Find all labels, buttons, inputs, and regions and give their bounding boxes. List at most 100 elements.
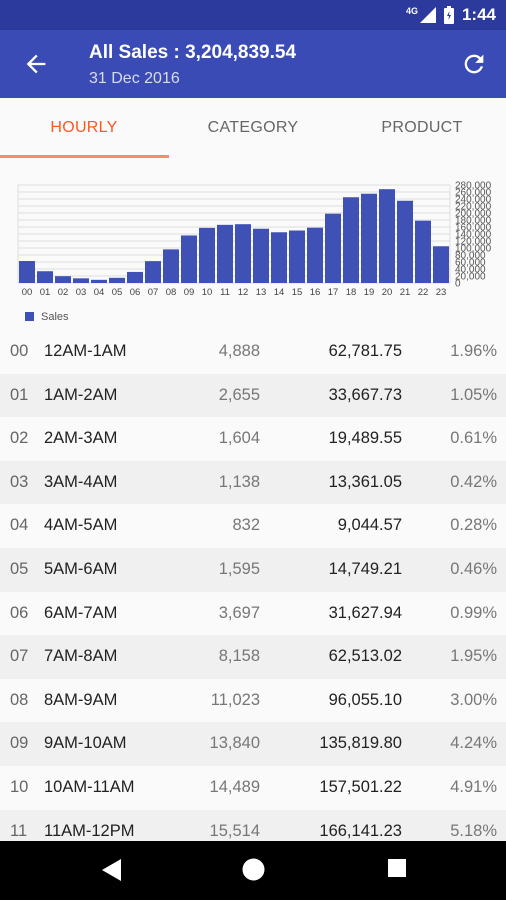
legend-swatch [25,312,34,321]
bar-hour-11[interactable] [217,224,233,283]
x-tick-label: 11 [220,287,230,298]
row-time-range: 4AM-5AM [44,516,118,535]
table-row[interactable]: 06 6AM-7AM 3,697 31,627.94 0.99% [0,591,506,636]
tab-hourly[interactable]: HOURLY [50,119,118,136]
bar-hour-17[interactable] [325,213,341,283]
x-tick-label: 09 [184,287,195,298]
row-index: 08 [10,690,29,709]
bar-hour-19[interactable] [361,193,377,283]
x-tick-label: 16 [310,287,321,298]
x-tick-label: 06 [130,287,141,298]
app-bar: All Sales : 3,204,839.54 31 Dec 2016 [0,30,506,98]
bar-hour-04[interactable] [91,279,107,283]
bar-hour-20[interactable] [379,189,395,283]
page-date: 31 Dec 2016 [89,70,180,87]
bar-hour-00[interactable] [19,261,35,283]
nav-back-icon[interactable] [101,858,123,882]
bar-hour-21[interactable] [397,200,413,283]
bar-hour-08[interactable] [163,249,179,283]
nav-recents-icon[interactable] [387,858,407,878]
bar-hour-12[interactable] [235,224,251,283]
bar-hour-23[interactable] [433,246,449,283]
bar-hour-07[interactable] [145,261,161,283]
table-row[interactable]: 03 3AM-4AM 1,138 13,361.05 0.42% [0,460,506,505]
legend-label: Sales [41,311,69,323]
row-count: 4,888 [218,342,260,360]
x-tick-label: 18 [346,287,357,298]
row-percent: 0.28% [450,516,497,535]
row-count: 8,158 [218,647,260,666]
bar-hour-06[interactable] [127,271,143,283]
table-row[interactable]: 00 12AM-1AM 4,888 62,781.75 1.96% [0,330,506,374]
bar-hour-16[interactable] [307,227,323,283]
table-row[interactable]: 02 2AM-3AM 1,604 19,489.55 0.61% [0,417,506,461]
row-percent: 0.99% [450,603,497,622]
table-row[interactable]: 05 5AM-6AM 1,595 14,749.21 0.46% [0,547,506,592]
table-row[interactable]: 04 4AM-5AM 832 9,044.57 0.28% [0,504,506,548]
bar-hour-05[interactable] [109,277,125,283]
table-row[interactable]: 09 9AM-10AM 13,840 135,819.80 4.24% [0,722,506,766]
row-index: 10 [10,777,29,796]
nav-home-icon[interactable] [242,858,265,881]
tab-product[interactable]: PRODUCT [381,119,463,136]
row-amount: 19,489.55 [328,429,402,448]
row-count: 3,697 [218,603,260,622]
row-time-range: 10AM-11AM [44,777,135,796]
y-tick-label: 120,000 [455,237,492,248]
row-index: 09 [10,734,29,753]
table-row[interactable]: 07 7AM-8AM 8,158 62,513.02 1.95% [0,635,506,679]
row-index: 03 [10,472,29,491]
arrow-back-icon[interactable] [22,50,50,78]
row-count: 1,595 [218,559,260,578]
bar-hour-01[interactable] [37,271,53,283]
y-tick-label: 140,000 [455,230,492,241]
y-tick-label: 240,000 [455,195,492,206]
table-row[interactable]: 11 11AM-12PM 15,514 166,141.23 5.18% [0,809,506,841]
bar-hour-18[interactable] [343,197,359,283]
bar-hour-22[interactable] [415,220,431,283]
refresh-icon[interactable] [460,50,488,78]
row-count: 11,023 [210,690,260,709]
x-tick-label: 04 [94,287,105,298]
row-index: 06 [10,603,29,622]
x-tick-label: 14 [274,287,285,298]
bar-hour-03[interactable] [73,278,89,283]
row-time-range: 9AM-10AM [44,734,127,753]
y-tick-label: 180,000 [455,216,492,227]
table-row[interactable]: 10 10AM-11AM 14,489 157,501.22 4.91% [0,765,506,810]
row-index: 04 [10,516,29,535]
clock: 1:44 [461,5,496,24]
row-count: 1,138 [218,472,260,491]
table-row[interactable]: 01 1AM-2AM 2,655 33,667.73 1.05% [0,373,506,418]
y-tick-label: 40,000 [455,265,486,276]
bar-hour-10[interactable] [199,227,215,283]
y-tick-label: 280,000 [455,181,492,192]
y-tick-label: 160,000 [455,223,492,234]
row-amount: 135,819.80 [319,734,402,753]
tab-category[interactable]: CATEGORY [207,119,299,136]
y-tick-label: 200,000 [455,209,492,220]
row-amount: 31,627.94 [328,603,402,622]
bar-hour-09[interactable] [181,235,197,283]
network-type: 4G [405,6,418,16]
bar-hour-13[interactable] [253,228,269,283]
bar-hour-15[interactable] [289,230,305,284]
row-percent: 0.61% [450,429,497,448]
row-time-range: 6AM-7AM [44,603,118,622]
hourly-sales-chart: 280,000260,000240,000220,000200,000180,0… [17,181,492,323]
x-tick-label: 08 [166,287,177,298]
row-amount: 96,055.10 [328,690,402,709]
y-tick-label: 20,000 [455,272,486,283]
y-tick-label: 220,000 [455,202,492,213]
table-row[interactable]: 08 8AM-9AM 11,023 96,055.10 3.00% [0,678,506,723]
row-amount: 62,781.75 [328,342,402,360]
signal-icon [419,7,436,23]
row-index: 02 [10,429,29,448]
x-tick-label: 23 [436,287,447,298]
x-tick-label: 17 [328,287,339,298]
row-amount: 62,513.02 [328,647,402,666]
bar-hour-14[interactable] [271,232,287,283]
bar-hour-02[interactable] [55,276,71,283]
x-tick-label: 05 [112,287,123,298]
row-percent: 4.91% [450,777,497,796]
